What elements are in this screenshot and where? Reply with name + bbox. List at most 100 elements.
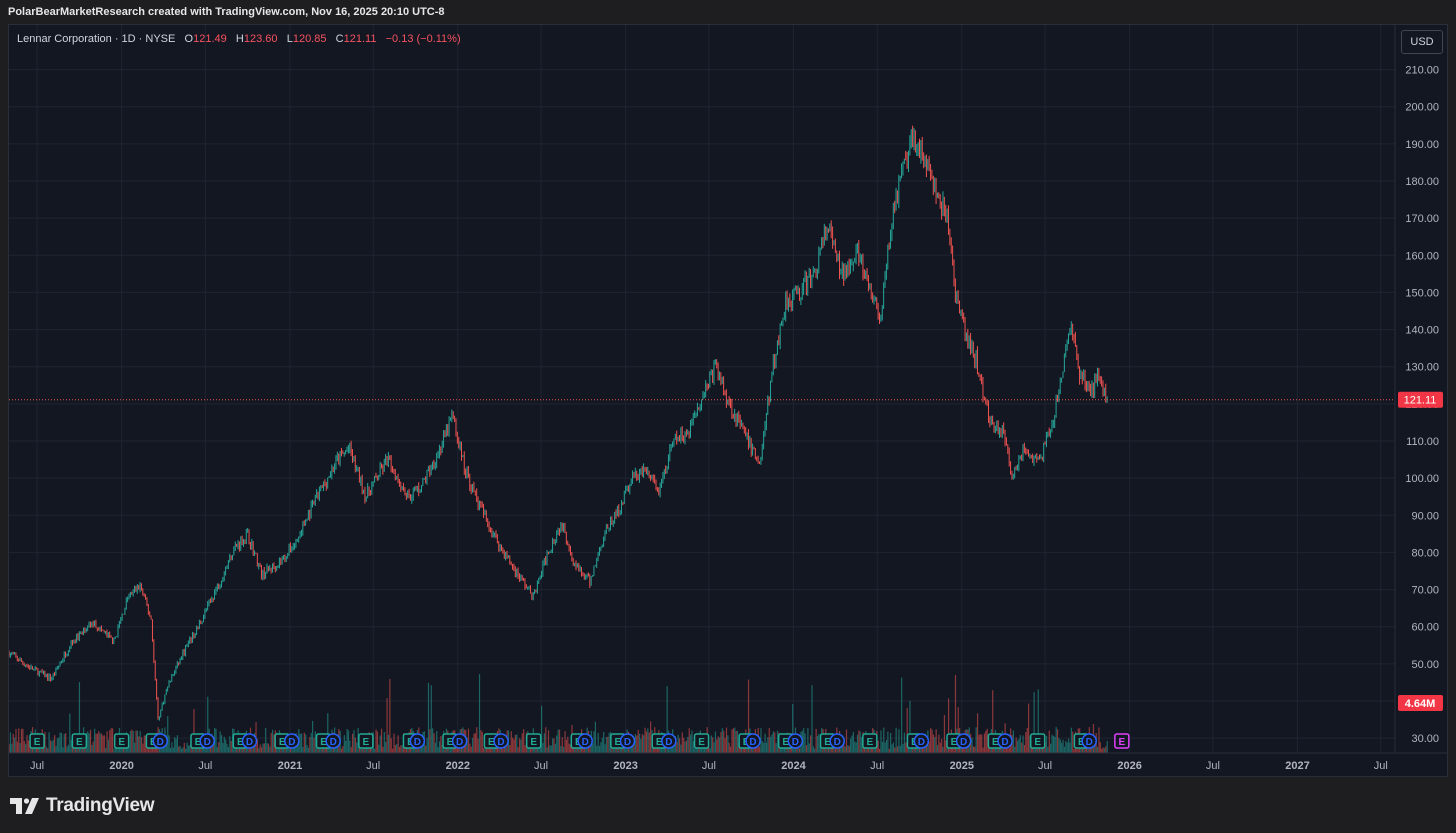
volume-bar-578 — [805, 745, 808, 753]
volume-bar-793 — [1102, 747, 1104, 753]
volume-bar-536 — [747, 679, 750, 753]
volume-bar-508 — [709, 748, 711, 753]
volume-bar-383 — [536, 747, 539, 753]
volume-bar-118 — [171, 742, 173, 753]
volume-bar-640 — [891, 744, 893, 753]
volume-bar-648 — [902, 743, 904, 753]
volume-bar-544 — [758, 746, 761, 753]
volume-bar-605 — [843, 743, 845, 753]
volume-bar-96 — [140, 737, 143, 753]
volume-bar-489 — [683, 737, 685, 753]
chart-panel[interactable]: 30.0040.0050.0060.0070.0080.0090.00100.0… — [8, 24, 1448, 777]
volume-bar-308 — [433, 733, 435, 753]
volume-bar-531 — [741, 748, 743, 753]
volume-bar-62 — [94, 728, 96, 753]
volume-bar-552 — [770, 736, 772, 753]
volume-bar-777 — [1080, 746, 1082, 753]
volume-bar-606 — [844, 746, 846, 753]
volume-bar-316 — [444, 744, 446, 753]
volume-bar-725 — [1008, 748, 1010, 753]
volume-bar-184 — [262, 743, 264, 753]
volume-bar-161 — [230, 740, 232, 753]
volume-bar-737 — [1025, 732, 1027, 753]
volume-bar-40 — [63, 734, 65, 753]
earnings-marker-34 — [862, 733, 878, 749]
volume-bar-358 — [502, 748, 504, 753]
volume-bar-280 — [394, 745, 396, 753]
dividend-marker-6 — [199, 733, 215, 749]
tradingview-logo[interactable]: TradingView — [10, 794, 155, 818]
volume-bar-609 — [848, 745, 850, 753]
volume-bar-615 — [856, 734, 859, 753]
volume-bar-604 — [841, 745, 843, 753]
volume-bar-613 — [854, 741, 856, 753]
volume-bar-649 — [903, 732, 906, 753]
volume-bar-465 — [649, 721, 652, 753]
volume-bar-482 — [673, 742, 675, 753]
volume-bar-31 — [51, 741, 53, 753]
volume-bar-553 — [771, 734, 773, 753]
volume-bar-747 — [1039, 745, 1041, 753]
volume-bar-642 — [894, 747, 896, 753]
volume-bar-528 — [736, 730, 739, 753]
x-tick-label-3: 2021 — [278, 760, 302, 772]
volume-bar-639 — [890, 732, 892, 753]
volume-bar-186 — [265, 727, 267, 753]
volume-bar-387 — [542, 742, 544, 753]
volume-bar-95 — [139, 731, 141, 753]
volume-bar-270 — [380, 728, 383, 753]
volume-bar-554 — [772, 731, 774, 753]
volume-bar-374 — [524, 745, 526, 753]
volume-bar-44 — [69, 713, 71, 753]
earnings-marker-0 — [29, 733, 45, 749]
volume-bar-130 — [187, 745, 190, 753]
volume-bar-713 — [992, 690, 994, 753]
x-tick-label-9: 2024 — [781, 760, 806, 772]
volume-bar-398 — [557, 729, 559, 753]
dividend-marker-label-22: D — [582, 737, 589, 748]
volume-bar-69 — [103, 735, 105, 753]
volume-bar-618 — [861, 737, 863, 753]
volume-bar-228 — [323, 745, 325, 753]
earnings-marker-27 — [693, 733, 710, 749]
volume-bar-217 — [307, 747, 310, 753]
earnings-marker-label-44: E — [1119, 737, 1126, 748]
volume-bar-67 — [100, 733, 103, 753]
volume-bar-97 — [142, 743, 144, 753]
volume-bar-247 — [349, 740, 351, 753]
earnings-marker-label-13: E — [363, 737, 370, 748]
earnings-marker-label-27: E — [698, 737, 705, 748]
volume-bar-221 — [313, 737, 315, 753]
volume-bar-494 — [690, 734, 692, 753]
dividend-marker-17 — [451, 733, 468, 749]
volume-bar-123 — [178, 746, 180, 753]
volume-bar-701 — [975, 727, 977, 753]
volume-bar-572 — [797, 745, 799, 753]
volume-bar-677 — [942, 746, 944, 753]
dividend-marker-label-33: D — [834, 737, 841, 748]
volume-bar-216 — [306, 744, 308, 753]
volume-bar-366 — [513, 739, 515, 753]
event-markers: EEEEDEDEDEDEDEEDEDEDEEDEDEDEEDEDEDEEDEDE… — [29, 733, 1130, 749]
volume-bar-72 — [107, 739, 110, 753]
y-tick-label-4: 70.00 — [1411, 585, 1439, 597]
volume-bar-23 — [40, 748, 42, 753]
volume-bar-71 — [106, 731, 108, 753]
volume-bar-73 — [109, 730, 111, 753]
earnings-marker-44 — [1114, 733, 1130, 749]
volume-bar-668 — [930, 728, 932, 753]
volume-bar-116 — [168, 735, 170, 753]
volume-bar-434 — [607, 736, 609, 753]
volume-bar-129 — [186, 742, 188, 753]
dividend-marker-label-36: D — [918, 737, 925, 748]
volume-bar-180 — [256, 739, 259, 753]
price-chart[interactable]: 30.0040.0050.0060.0070.0080.0090.00100.0… — [9, 25, 1447, 776]
volume-bar-399 — [558, 729, 561, 753]
volume-bar-28 — [47, 748, 49, 753]
volume-bar-760 — [1056, 729, 1059, 753]
volume-bar-518 — [723, 730, 725, 753]
volume-bar-484 — [676, 742, 678, 753]
currency-button[interactable]: USD — [1401, 30, 1443, 54]
volume-bar-435 — [608, 732, 610, 753]
volume-bar-404 — [565, 739, 568, 753]
